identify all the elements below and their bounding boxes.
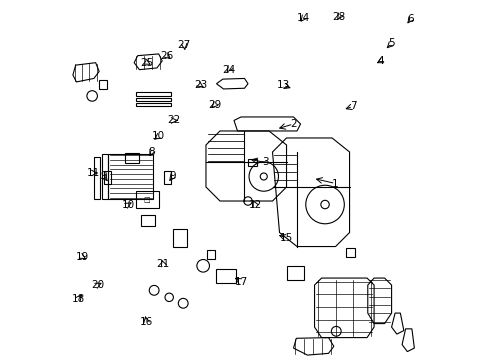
Text: 16: 16 bbox=[140, 317, 153, 327]
Bar bbox=[206, 250, 215, 259]
Text: 1: 1 bbox=[331, 179, 338, 189]
Text: 5: 5 bbox=[387, 39, 394, 48]
Text: 9: 9 bbox=[100, 171, 107, 181]
Text: 14: 14 bbox=[296, 13, 309, 23]
Text: 4: 4 bbox=[377, 56, 384, 66]
Text: 9: 9 bbox=[169, 171, 176, 181]
Bar bbox=[346, 248, 354, 257]
Bar bbox=[216, 269, 235, 283]
Text: □: □ bbox=[143, 197, 150, 203]
Bar bbox=[108, 154, 153, 199]
Bar bbox=[141, 215, 155, 225]
Text: 29: 29 bbox=[208, 100, 221, 110]
Text: 6: 6 bbox=[407, 14, 413, 24]
Bar bbox=[125, 153, 139, 163]
Text: 10: 10 bbox=[122, 199, 135, 210]
Text: 12: 12 bbox=[248, 199, 261, 210]
Bar bbox=[104, 171, 111, 184]
Text: 11: 11 bbox=[86, 168, 100, 178]
Text: 20: 20 bbox=[91, 280, 104, 290]
Text: 2: 2 bbox=[289, 119, 296, 129]
Bar bbox=[94, 157, 100, 199]
Text: 3: 3 bbox=[262, 157, 268, 167]
Bar bbox=[99, 80, 107, 89]
Text: 26: 26 bbox=[160, 51, 173, 61]
Text: 15: 15 bbox=[279, 233, 292, 243]
Bar bbox=[172, 229, 186, 247]
Text: 22: 22 bbox=[167, 116, 180, 126]
Text: 23: 23 bbox=[194, 80, 207, 90]
Bar bbox=[286, 266, 304, 280]
Bar bbox=[136, 98, 171, 101]
Text: 10: 10 bbox=[152, 131, 165, 141]
Text: 18: 18 bbox=[71, 294, 84, 304]
Text: 21: 21 bbox=[156, 259, 169, 269]
Text: 8: 8 bbox=[148, 147, 155, 157]
Bar bbox=[136, 103, 171, 107]
Bar bbox=[136, 93, 171, 96]
Text: 17: 17 bbox=[234, 276, 247, 287]
Text: 13: 13 bbox=[276, 80, 289, 90]
Bar bbox=[163, 171, 171, 184]
Bar bbox=[102, 154, 108, 199]
Text: 28: 28 bbox=[332, 12, 345, 22]
Bar bbox=[136, 190, 159, 208]
Text: 25: 25 bbox=[140, 58, 153, 68]
Text: 24: 24 bbox=[222, 65, 235, 75]
Text: 27: 27 bbox=[177, 40, 190, 50]
Bar bbox=[247, 159, 256, 166]
Text: 19: 19 bbox=[76, 252, 89, 262]
Text: 7: 7 bbox=[349, 102, 356, 112]
